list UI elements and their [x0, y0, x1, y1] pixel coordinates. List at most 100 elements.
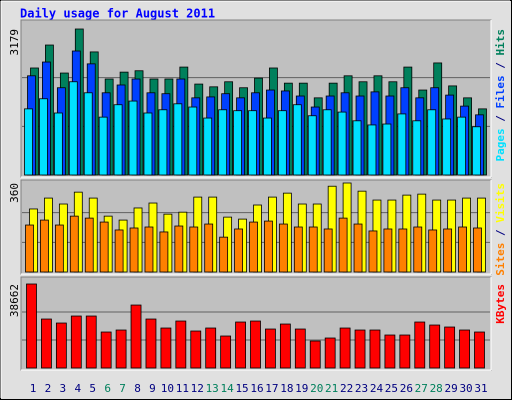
x-tick-label: 25: [385, 382, 398, 395]
x-tick-label: 15: [235, 382, 248, 395]
bar: [369, 329, 381, 369]
y-max-label: 360: [8, 183, 21, 203]
bar: [428, 229, 438, 273]
bar: [53, 112, 63, 176]
legend-entry: Hits: [494, 29, 507, 56]
x-tick-label: 11: [176, 382, 189, 395]
bar: [145, 318, 157, 369]
bar: [234, 228, 243, 273]
legend-entry: KBytes: [494, 284, 507, 324]
chart-title: Daily usage for August 2011: [20, 7, 215, 21]
bar: [309, 340, 321, 369]
bar: [69, 215, 79, 273]
bar: [68, 81, 78, 176]
bar: [173, 103, 183, 176]
bar: [205, 327, 217, 369]
x-tick-label: 26: [400, 382, 413, 395]
legend-separator: /: [494, 109, 507, 129]
bar: [442, 118, 452, 176]
legend: Pages / Files / Hits: [494, 29, 507, 162]
bar: [414, 321, 426, 369]
bar: [100, 331, 112, 369]
bar: [443, 228, 453, 273]
bar: [158, 109, 168, 176]
x-tick-label: 2: [45, 382, 52, 395]
bar: [427, 109, 437, 176]
bar: [220, 335, 232, 369]
bar: [143, 112, 153, 176]
bar: [399, 334, 411, 369]
bar: [39, 98, 48, 176]
bar: [294, 328, 306, 369]
bar: [263, 117, 272, 176]
bar: [323, 228, 333, 273]
bar: [459, 329, 470, 369]
y-max-label: 3179: [8, 29, 21, 56]
x-tick-label: 18: [280, 382, 293, 395]
x-tick-label: 5: [89, 382, 96, 395]
bar: [219, 236, 229, 273]
bar: [308, 226, 318, 273]
bar: [115, 329, 127, 369]
bar: [278, 223, 288, 273]
bar: [144, 226, 154, 273]
bar: [85, 315, 97, 369]
bar: [98, 116, 108, 176]
bar: [383, 228, 393, 273]
bar: [189, 226, 199, 273]
bar: [277, 110, 287, 176]
x-tick-label: 12: [191, 382, 204, 395]
legend-entry: Visits: [494, 183, 507, 223]
bar: [412, 120, 422, 176]
bar: [83, 92, 93, 176]
x-tick-label: 21: [325, 382, 338, 395]
bar: [338, 217, 348, 273]
bar: [352, 120, 362, 176]
bar: [337, 111, 347, 176]
bar: [130, 304, 142, 369]
bar: [473, 227, 482, 273]
bar: [84, 217, 94, 273]
legend-separator: /: [494, 223, 507, 243]
bar: [160, 327, 172, 369]
bar: [70, 315, 82, 369]
bar: [397, 113, 407, 176]
bar: [382, 123, 392, 176]
bar: [175, 320, 187, 369]
bar: [292, 104, 302, 176]
bar: [279, 323, 291, 369]
bar: [188, 106, 198, 176]
bar: [128, 100, 138, 176]
bar: [457, 116, 466, 176]
legend: Sites / Visits: [494, 183, 507, 276]
x-tick-label: 20: [310, 382, 323, 395]
x-tick-label: 29: [445, 382, 458, 395]
bar: [159, 231, 169, 273]
bar: [367, 124, 377, 176]
y-max-label: 38662: [8, 284, 21, 317]
bar: [429, 324, 441, 369]
bar: [265, 328, 276, 369]
x-tick-label: 22: [340, 382, 353, 395]
x-tick-label: 4: [74, 382, 81, 395]
x-tick-label: 10: [161, 382, 174, 395]
legend-entry: Sites: [494, 243, 507, 276]
bar: [339, 327, 351, 369]
bar: [129, 227, 139, 273]
x-tick-label: 27: [415, 382, 428, 395]
bar: [55, 322, 67, 369]
bar: [25, 224, 34, 273]
bar: [474, 331, 485, 369]
bar: [233, 110, 242, 176]
bar: [354, 329, 366, 369]
bar: [324, 337, 336, 369]
bar: [204, 223, 214, 273]
bar: [41, 318, 52, 369]
bar: [235, 321, 246, 369]
x-tick-label: 23: [355, 382, 368, 395]
x-tick-label: 31: [474, 382, 487, 395]
bar: [264, 220, 273, 273]
x-tick-label: 30: [459, 382, 472, 395]
bar: [250, 320, 261, 369]
bar: [458, 226, 467, 273]
